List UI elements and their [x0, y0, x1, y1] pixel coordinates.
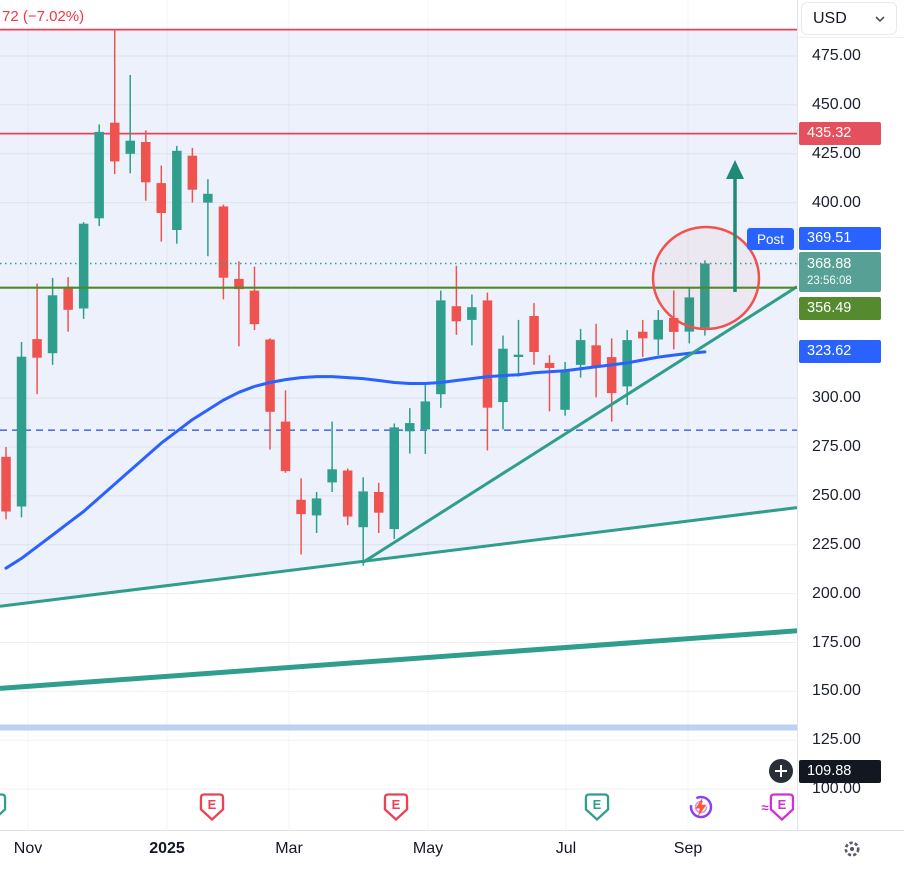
price-tick: 300.00 [812, 389, 861, 407]
price-tick: 250.00 [812, 486, 861, 504]
price-tick: 425.00 [812, 144, 861, 162]
event-markers-row: EEEE≈E [0, 791, 797, 825]
price-tick: 450.00 [812, 95, 861, 113]
approx-icon: ≈ [761, 799, 769, 815]
price-tick: 275.00 [812, 438, 861, 455]
currency-selector[interactable]: USD [801, 2, 897, 35]
svg-text:E: E [593, 797, 602, 812]
time-axis-label: 2025 [149, 840, 185, 857]
earnings-marker-3[interactable]: E [584, 793, 610, 821]
post-market-tag: Post [747, 228, 794, 250]
crosshair-price-badge: 109.88 [799, 760, 881, 783]
currency-label: USD [813, 9, 847, 27]
price-axis[interactable]: USD 475.00 450.00 425.00 400.00 300.00 275.00… [797, 0, 904, 830]
svg-text:E: E [208, 797, 217, 812]
price-tick: 150.00 [812, 682, 861, 700]
svg-text:E: E [778, 797, 787, 812]
price-tick: 400.00 [812, 193, 861, 211]
price-tick: 125.00 [812, 731, 861, 749]
time-axis-label: Sep [673, 840, 703, 857]
resistance-price-badge: 435.32 [799, 122, 881, 145]
price-axis-header: USD [798, 0, 904, 38]
svg-text:E: E [392, 797, 401, 812]
chart-pane[interactable]: 72 (−7.02%) Post EEEE≈E [0, 0, 797, 830]
price-tick: 475.00 [812, 47, 861, 64]
price-change-label: 72 (−7.02%) [2, 8, 85, 25]
earnings-marker-left[interactable]: E [0, 793, 7, 821]
time-axis-label: Mar [275, 840, 303, 857]
price-tick: 175.00 [812, 633, 861, 651]
ai-spark-marker[interactable] [687, 793, 715, 821]
add-alert-plus-icon[interactable] [769, 759, 793, 783]
ma-price-badge: 323.62 [799, 340, 881, 363]
last-price-badge: 368.88 23:56:08 [799, 252, 881, 292]
time-axis[interactable]: Nov 2025 Mar May Jul Sep [0, 830, 904, 869]
estimated-earnings-marker[interactable]: ≈ E [761, 793, 795, 821]
earnings-marker-1[interactable]: E [199, 793, 225, 821]
chevron-down-icon [875, 15, 885, 22]
post-market-price-badge: 369.51 [799, 227, 881, 250]
countdown-timer: 23:56:08 [807, 274, 852, 287]
settings-gear-icon[interactable] [842, 839, 862, 864]
price-tick: 100.00 [812, 780, 861, 798]
time-axis-label: Jul [555, 840, 577, 857]
breakout-level-badge: 356.49 [799, 297, 881, 320]
time-axis-label: May [412, 840, 444, 857]
time-axis-label: Nov [13, 840, 43, 857]
candlestick-chart[interactable] [0, 0, 797, 830]
price-tick: 200.00 [812, 584, 861, 602]
price-tick: 225.00 [812, 535, 861, 553]
earnings-marker-2[interactable]: E [383, 793, 409, 821]
